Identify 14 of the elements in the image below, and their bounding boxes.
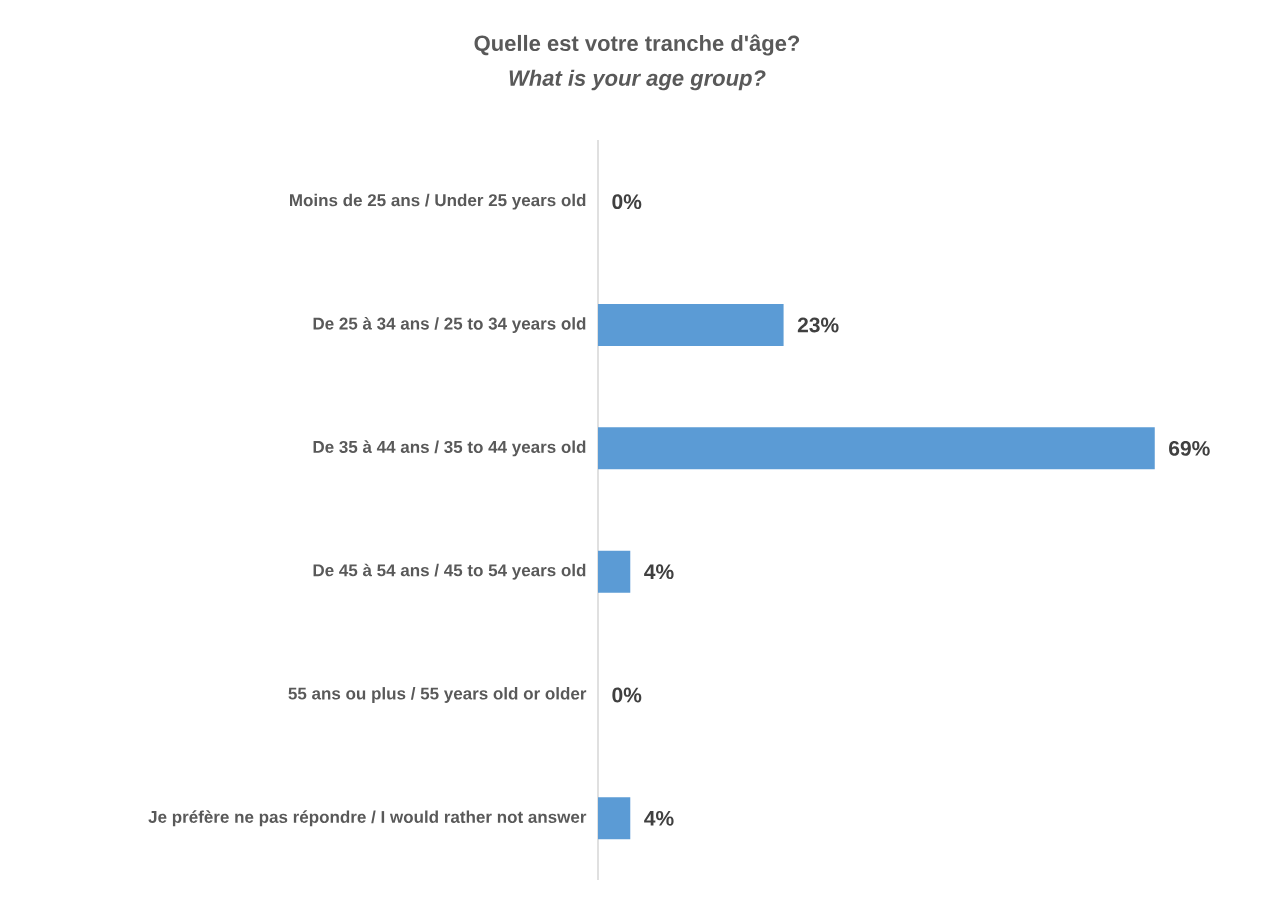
chart-title: Quelle est votre tranche d'âge? — [474, 34, 800, 56]
y-tick-label: 55 ans ou plus / 55 years old or older — [288, 687, 587, 703]
data-label: 23% — [797, 317, 839, 333]
y-tick-label: Je préfère ne pas répondre / I would rather not answer — [148, 810, 587, 827]
y-tick-label: Moins de 25 ans / Under 25 years old — [290, 193, 586, 210]
data-label: 0% — [612, 687, 642, 703]
data-label: 4% — [644, 810, 674, 826]
data-label: 0% — [612, 194, 642, 210]
chart-subtitle: What is your age group? — [509, 69, 766, 91]
y-tick-label: De 25 à 34 ans / 25 to 34 years old — [313, 317, 586, 334]
data-label: 69% — [1169, 440, 1210, 456]
y-tick-label: De 45 à 54 ans / 45 to 54 years old — [313, 563, 586, 580]
data-label: 4% — [644, 564, 674, 580]
y-tick-label: De 35 à 44 ans / 35 to 44 years old — [313, 440, 586, 457]
